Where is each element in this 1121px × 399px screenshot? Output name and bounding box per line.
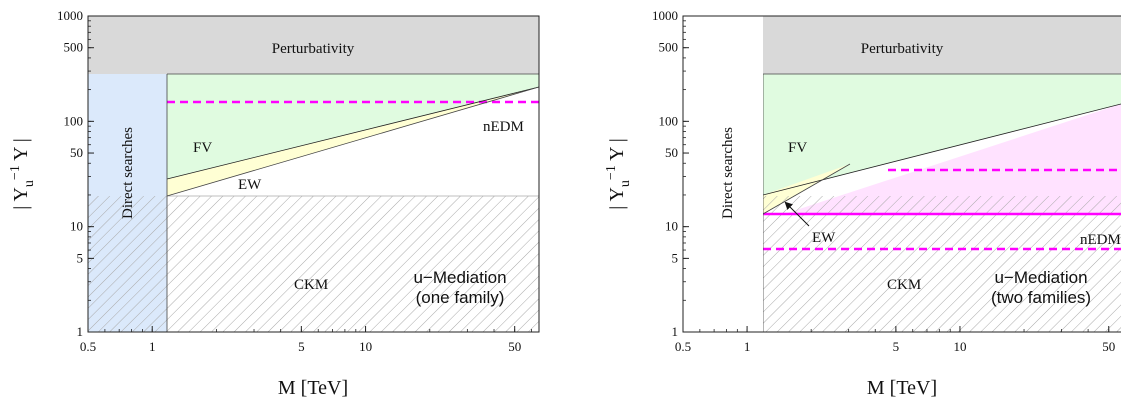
x-tick-label: 0.5 (80, 339, 96, 354)
label-direct-searches: Direct searches (120, 127, 136, 219)
y-axis-label: | Yu−1 Y | (8, 138, 37, 210)
x-tick-label: 5 (893, 339, 900, 354)
plot-frame (87, 15, 540, 333)
y-tick-label: 1000 (57, 8, 83, 23)
ew-boundary (763, 163, 851, 215)
region-ckm (763, 196, 1121, 332)
x-tick-label: 1 (744, 339, 751, 354)
y-tick-label: 1 (672, 324, 679, 339)
label-fv: FV (193, 140, 212, 156)
y-tick-label: 10 (70, 219, 83, 234)
chart-title: u−Mediation (994, 268, 1087, 287)
x-axis-label: M [TeV] (867, 377, 937, 399)
region-perturbativity (88, 16, 539, 74)
label-perturbativity: Perturbativity (861, 41, 944, 57)
ew-arrow (784, 201, 810, 227)
svg-text:| Yu−1 Y |: | Yu−1 Y | (8, 138, 37, 210)
region-fv (167, 74, 539, 179)
ew-boundary (166, 86, 539, 197)
region-ckm (88, 196, 539, 332)
region-fv (763, 74, 1121, 195)
y-tick-label: 100 (64, 113, 84, 128)
label-ckm: CKM (887, 277, 921, 293)
label-nedm: nEDM (1080, 232, 1121, 248)
svg-text:| Yu−1 Y |: | Yu−1 Y | (604, 138, 633, 210)
x-axis-label: M [TeV] (278, 377, 348, 399)
y-tick-label: 10 (665, 219, 678, 234)
y-tick-label: 100 (659, 113, 679, 128)
label-ew: EW (812, 230, 836, 246)
x-tick-label: 0.5 (675, 339, 691, 354)
y-axis-label: | Yu−1 Y | (604, 138, 633, 210)
region-nedm (784, 104, 1121, 214)
x-tick-label: 1 (149, 339, 156, 354)
y-tick-label: 50 (665, 145, 678, 160)
label-nedm: nEDM (483, 119, 524, 135)
x-tick-label: 50 (508, 339, 521, 354)
label-perturbativity: Perturbativity (272, 41, 355, 57)
plot-frame (682, 15, 1121, 333)
x-tick-label: 50 (1102, 339, 1115, 354)
y-tick-label: 5 (77, 250, 84, 265)
chart-title: u−Mediation (413, 268, 506, 287)
x-tick-label: 10 (359, 339, 372, 354)
y-tick-label: 1 (77, 324, 84, 339)
x-tick-label: 10 (953, 339, 966, 354)
fv-boundary (166, 86, 539, 180)
y-tick-label: 500 (64, 40, 84, 55)
chart-subtitle: (one family) (416, 288, 505, 307)
y-tick-label: 50 (70, 145, 83, 160)
label-direct-searches: Direct searches (720, 127, 736, 219)
label-ew: EW (238, 177, 262, 193)
chart-right: Perturbativity Direct searches FV EW nED… (604, 8, 1121, 399)
y-tick-label: 1000 (652, 8, 678, 23)
label-ckm: CKM (294, 277, 328, 293)
region-perturbativity (763, 16, 1121, 74)
chart-subtitle: (two families) (991, 288, 1091, 307)
chart-left: Perturbativity Direct searches FV EW nED… (8, 8, 540, 399)
y-tick-label: 500 (659, 40, 679, 55)
x-tick-label: 5 (298, 339, 305, 354)
y-tick-label: 5 (672, 250, 679, 265)
label-fv: FV (788, 140, 807, 156)
